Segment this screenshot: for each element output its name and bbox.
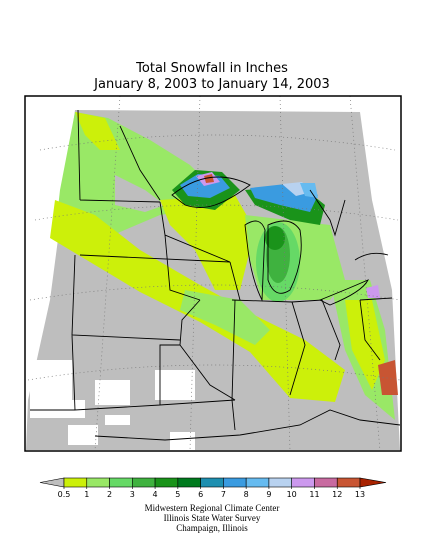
no-data xyxy=(155,370,195,400)
legend-label: 2 xyxy=(107,490,112,499)
legend-label: 10 xyxy=(287,490,297,499)
no-data xyxy=(95,380,130,405)
credit-line: Champaign, Illinois xyxy=(176,523,248,533)
region xyxy=(115,175,165,212)
legend-label: 9 xyxy=(266,490,271,499)
no-data xyxy=(30,400,85,418)
legend-label: 4 xyxy=(153,490,158,499)
legend-label: 1 xyxy=(84,490,89,499)
region xyxy=(204,174,214,183)
legend-swatch xyxy=(314,477,338,488)
region xyxy=(265,226,285,250)
legend-arrow-high xyxy=(359,477,387,488)
map xyxy=(24,95,402,452)
region xyxy=(75,112,120,150)
no-data xyxy=(170,432,195,450)
legend-swatch xyxy=(109,477,133,488)
legend-label: 0.5 xyxy=(58,490,71,499)
region xyxy=(378,360,398,395)
legend-label: 8 xyxy=(244,490,249,499)
no-data xyxy=(105,415,130,425)
legend-swatch xyxy=(200,477,224,488)
legend-swatch xyxy=(245,477,270,488)
region xyxy=(180,290,270,345)
legend-arrow-low xyxy=(39,477,65,488)
legend-label: 12 xyxy=(332,490,342,499)
legend-swatch xyxy=(223,477,247,488)
legend-label: 6 xyxy=(198,490,203,499)
region xyxy=(366,285,380,298)
legend-label: 5 xyxy=(175,490,180,499)
legend-label: 7 xyxy=(221,490,226,499)
legend-swatch xyxy=(63,477,88,488)
credit-line: Midwestern Regional Climate Center xyxy=(145,503,280,513)
legend-swatch xyxy=(86,477,110,488)
border xyxy=(30,109,401,441)
legend-label: 11 xyxy=(309,490,319,499)
legend-swatch xyxy=(336,477,361,488)
map-frame xyxy=(24,95,402,452)
title-line: Total Snowfall in Inches xyxy=(135,61,288,76)
lake-outline xyxy=(171,176,389,306)
legend-label: 13 xyxy=(355,490,365,499)
title-line: January 8, 2003 to January 14, 2003 xyxy=(93,77,330,92)
legend-swatch xyxy=(177,477,201,488)
credit-line: Illinois State Water Survey xyxy=(164,513,261,523)
legend-swatch xyxy=(291,477,315,488)
legend-swatch xyxy=(268,477,292,488)
legend: 0.5 1 2 3 4 5 6 7 8 9 10 11 12 13 xyxy=(39,477,387,499)
region xyxy=(300,183,318,198)
region xyxy=(345,300,385,390)
no-data xyxy=(68,425,98,445)
legend-label: 3 xyxy=(130,490,135,499)
legend-swatch xyxy=(154,477,179,488)
legend-swatch xyxy=(132,477,156,488)
no-data xyxy=(30,360,72,400)
